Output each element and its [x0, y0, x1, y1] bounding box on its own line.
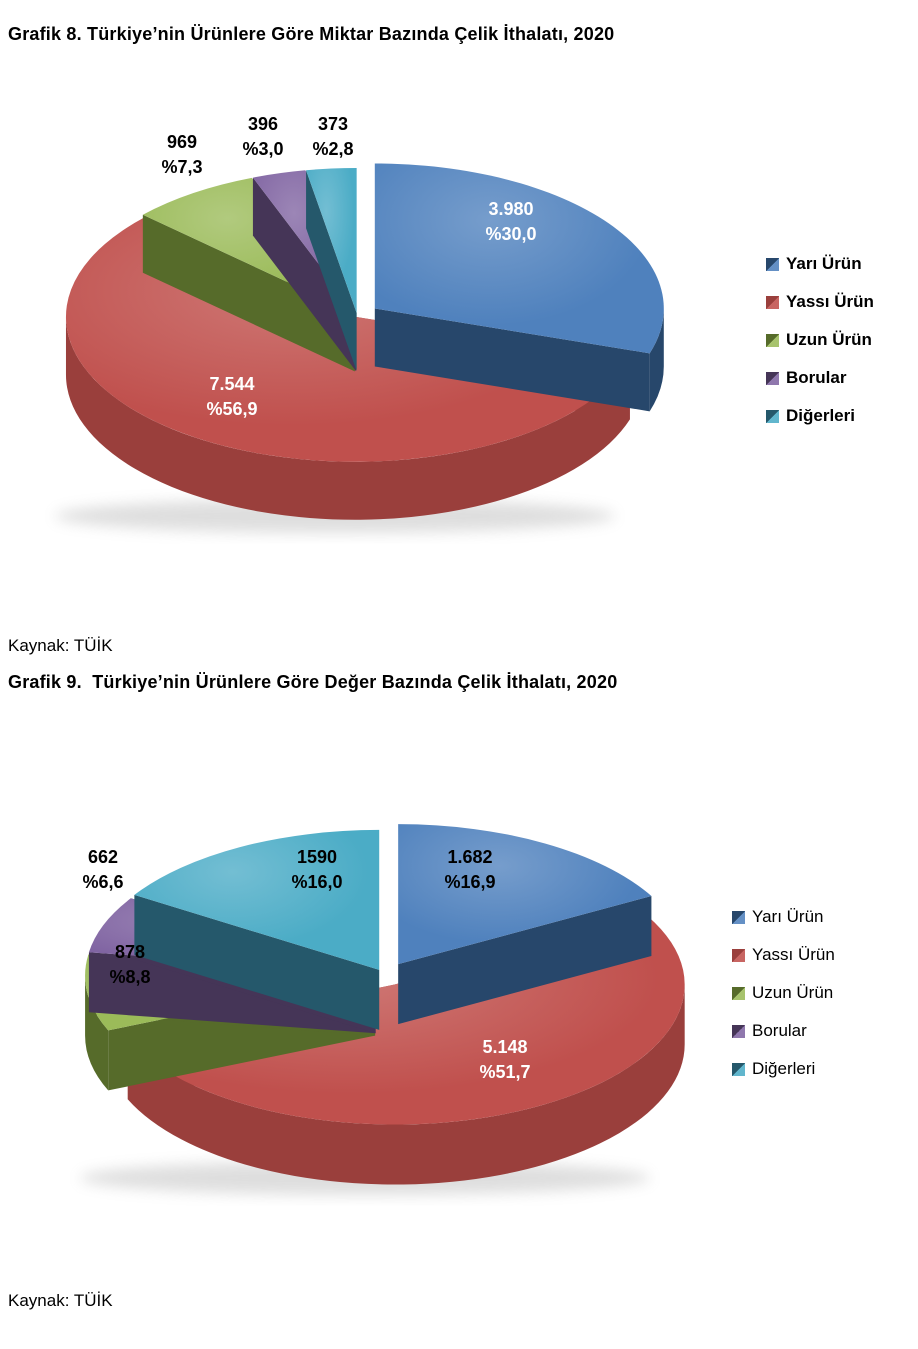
legend-marker-Yassı Ürün: [732, 948, 745, 962]
legend-item-Diğerleri: Diğerleri: [732, 1059, 835, 1078]
pie-slice-side: [142, 214, 355, 372]
pie-slice-rim: [649, 308, 664, 412]
pie-chart-0: [65, 163, 664, 520]
legend-marker-Yarı Ürün: [766, 257, 779, 271]
legend-item-Yarı Ürün: Yarı Ürün: [766, 254, 874, 273]
legend-marker-Borular: [766, 371, 779, 385]
legend-marker-Diğerleri: [766, 409, 779, 423]
pie-slice-side: [398, 895, 652, 1025]
legend-label-Yassı Ürün: Yassı Ürün: [752, 945, 835, 964]
grafik9-source: Kaynak: TÜİK: [8, 1291, 113, 1310]
pie-slice-side: [134, 894, 380, 1030]
legend-label-Borular: Borular: [752, 1021, 807, 1040]
legend-label-Yarı Ürün: Yarı Ürün: [786, 254, 862, 273]
legend-label-Borular: Borular: [786, 368, 847, 387]
legend-marker-Uzun Ürün: [732, 986, 745, 1000]
legend-item-Uzun Ürün: Uzun Ürün: [766, 330, 874, 349]
legend-label-Uzun Ürün: Uzun Ürün: [786, 330, 872, 349]
pie-slice-side: [252, 177, 356, 372]
legend-marker-Yassı Ürün: [766, 295, 779, 309]
pie-slice-rim: [65, 316, 630, 520]
legend-label-Diğerleri: Diğerleri: [786, 406, 855, 425]
grafik8-title: Grafik 8. Türkiye’nin Ürünlere Göre Mikt…: [8, 24, 615, 44]
grafik8-legend: Yarı Ürün Yassı Ürün Uzun Ürün Borular Diğer…: [766, 254, 874, 445]
legend-item-Yassı Ürün: Yassı Ürün: [732, 945, 835, 964]
legend-label-Diğerleri: Diğerleri: [752, 1059, 816, 1078]
grafik9-legend: Yarı Ürün Yassı Ürün Uzun Ürün Borular Diğer…: [732, 907, 835, 1098]
legend-item-Borular: Borular: [766, 368, 874, 387]
pie-slice-Diğerleri: [134, 829, 380, 970]
pie-slice-side: [306, 170, 357, 372]
pie-slice-rim: [127, 984, 685, 1185]
pie-slice-side: [374, 308, 650, 412]
grafik9-title: Grafik 9. Türkiye’nin Ürünlere Göre Değe…: [8, 672, 618, 692]
legend-label-Yarı Ürün: Yarı Ürün: [752, 907, 824, 926]
legend-item-Uzun Ürün: Uzun Ürün: [732, 983, 835, 1002]
legend-label-Yassı Ürün: Yassı Ürün: [786, 292, 874, 311]
legend-item-Diğerleri: Diğerleri: [766, 406, 874, 425]
legend-item-Yarı Ürün: Yarı Ürün: [732, 907, 835, 926]
legend-item-Yassı Ürün: Yassı Ürün: [766, 292, 874, 311]
legend-label-Uzun Ürün: Uzun Ürün: [752, 983, 834, 1002]
pie-chart-1: [85, 824, 685, 1185]
legend-marker-Diğerleri: [732, 1062, 745, 1076]
pie-slice-Yarı Ürün: [398, 824, 652, 965]
legend-marker-Uzun Ürün: [766, 333, 779, 347]
legend-item-Borular: Borular: [732, 1021, 835, 1040]
pie-slice-Diğerleri: [306, 168, 357, 314]
pie-slice-Yarı Ürün: [374, 163, 664, 354]
legend-marker-Borular: [732, 1024, 745, 1038]
legend-marker-Yarı Ürün: [732, 910, 745, 924]
grafik8-source: Kaynak: TÜİK: [8, 636, 113, 655]
